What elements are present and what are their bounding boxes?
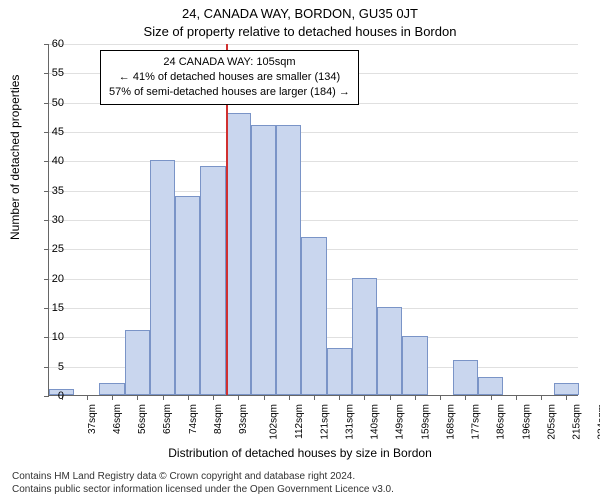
chart-title-sub: Size of property relative to detached ho… [0, 24, 600, 39]
histogram-bar [226, 113, 251, 395]
histogram-bar [301, 237, 326, 395]
xtick-label: 121sqm [319, 404, 330, 440]
gridline [49, 132, 578, 133]
xtick-label: 159sqm [420, 404, 431, 440]
xtick-label: 112sqm [293, 404, 304, 439]
xtick-label: 74sqm [188, 404, 199, 434]
ytick-label: 60 [40, 38, 64, 50]
ytick-label: 55 [40, 67, 64, 79]
xtick-label: 46sqm [112, 404, 123, 434]
xtick-mark [314, 395, 315, 400]
x-axis-label: Distribution of detached houses by size … [0, 446, 600, 460]
histogram-bar [200, 166, 225, 395]
xtick-mark [364, 395, 365, 400]
xtick-label: 140sqm [370, 404, 381, 440]
xtick-mark [541, 395, 542, 400]
xtick-mark [163, 395, 164, 400]
xtick-mark [415, 395, 416, 400]
footer-line2: Contains public sector information licen… [12, 484, 394, 497]
histogram-bar [276, 125, 301, 395]
xtick-mark [264, 395, 265, 400]
gridline [49, 191, 578, 192]
xtick-label: 186sqm [496, 404, 507, 440]
histogram-bar [125, 330, 150, 395]
ytick-label: 40 [40, 155, 64, 167]
ytick-label: 5 [40, 361, 64, 373]
xtick-mark [440, 395, 441, 400]
histogram-bar [478, 377, 503, 395]
ytick-label: 45 [40, 126, 64, 138]
gridline [49, 44, 578, 45]
xtick-mark [566, 395, 567, 400]
annotation-line2: ← 41% of detached houses are smaller (13… [109, 70, 350, 85]
xtick-mark [213, 395, 214, 400]
histogram-bar [175, 196, 200, 395]
xtick-label: 149sqm [395, 404, 406, 440]
ytick-label: 50 [40, 97, 64, 109]
xtick-mark [339, 395, 340, 400]
ytick-label: 10 [40, 331, 64, 343]
annotation-line1: 24 CANADA WAY: 105sqm [109, 55, 350, 70]
xtick-mark [491, 395, 492, 400]
xtick-label: 168sqm [446, 404, 457, 440]
xtick-label: 131sqm [345, 404, 356, 440]
xtick-label: 65sqm [162, 404, 173, 434]
ytick-label: 0 [40, 390, 64, 402]
xtick-mark [516, 395, 517, 400]
ytick-label: 30 [40, 214, 64, 226]
ytick-label: 15 [40, 302, 64, 314]
histogram-bar [251, 125, 276, 395]
histogram-bar [453, 360, 478, 395]
y-axis-label: Number of detached properties [8, 75, 22, 240]
ytick-label: 20 [40, 273, 64, 285]
chart-title-main: 24, CANADA WAY, BORDON, GU35 0JT [0, 6, 600, 21]
gridline [49, 161, 578, 162]
ytick-label: 35 [40, 185, 64, 197]
xtick-mark [112, 395, 113, 400]
histogram-bar [377, 307, 402, 395]
gridline [49, 220, 578, 221]
xtick-mark [188, 395, 189, 400]
histogram-bar [150, 160, 175, 395]
xtick-label: 196sqm [521, 404, 532, 440]
xtick-label: 56sqm [137, 404, 148, 434]
histogram-bar [327, 348, 352, 395]
xtick-mark [465, 395, 466, 400]
xtick-mark [137, 395, 138, 400]
footer-attribution: Contains HM Land Registry data © Crown c… [12, 471, 394, 496]
xtick-mark [289, 395, 290, 400]
footer-line1: Contains HM Land Registry data © Crown c… [12, 471, 394, 484]
xtick-label: 215sqm [572, 404, 583, 440]
xtick-label: 37sqm [87, 404, 98, 434]
ytick-label: 25 [40, 243, 64, 255]
xtick-mark [238, 395, 239, 400]
xtick-label: 84sqm [213, 404, 224, 434]
xtick-mark [87, 395, 88, 400]
xtick-label: 177sqm [471, 404, 482, 440]
histogram-bar [554, 383, 579, 395]
histogram-bar [99, 383, 124, 395]
xtick-mark [390, 395, 391, 400]
xtick-label: 102sqm [269, 404, 280, 440]
annotation-line3: 57% of semi-detached houses are larger (… [109, 85, 350, 100]
histogram-bar [352, 278, 377, 395]
xtick-label: 93sqm [238, 404, 249, 434]
xtick-label: 205sqm [546, 404, 557, 440]
annotation-box: 24 CANADA WAY: 105sqm← 41% of detached h… [100, 50, 359, 105]
histogram-bar [402, 336, 427, 395]
